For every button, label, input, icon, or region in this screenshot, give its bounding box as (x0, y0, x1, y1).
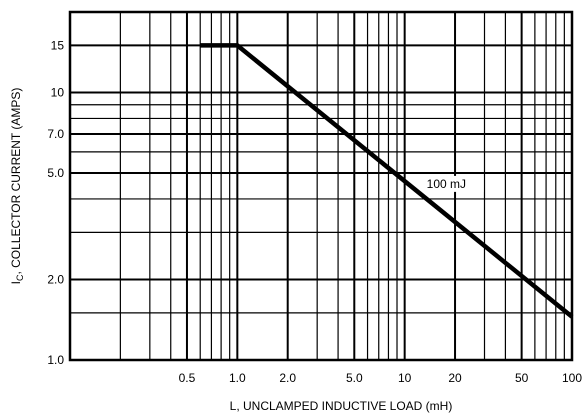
annotation-background (423, 175, 484, 192)
tick-labels: 0.5 1.0 2.0 5.0 10 20 50 100 1.0 2.0 5.0 7.0 10 15 (47, 38, 582, 385)
y-axis-title-main: I (9, 281, 23, 284)
x-tick-label: 100 (562, 371, 582, 385)
x-tick-label: 10 (398, 371, 412, 385)
x-tick-label: 1.0 (229, 371, 246, 385)
annotation-label: 100 mJ (427, 177, 466, 191)
y-axis-title-sub: C (15, 274, 25, 281)
series-line (200, 43, 574, 319)
x-tick-label: 0.5 (179, 371, 196, 385)
x-tick-label: 20 (448, 371, 462, 385)
x-tick-label: 5.0 (346, 371, 363, 385)
x-tick-label: 50 (515, 371, 529, 385)
y-tick-label: 10 (51, 86, 65, 100)
y-tick-label: 1.0 (47, 353, 64, 367)
x-tick-label: 2.0 (279, 371, 296, 385)
plot-frame (68, 10, 574, 362)
y-axis-title-rest: , COLLECTOR CURRENT (AMPS) (9, 88, 23, 275)
plot-area: 100 mJ (200, 43, 574, 319)
grid (68, 10, 574, 362)
y-tick-label: 15 (51, 38, 65, 52)
x-axis-title: L, UNCLAMPED INDUCTIVE LOAD (mH) (230, 399, 453, 413)
y-tick-label: 5.0 (47, 166, 64, 180)
y-axis-title: IC, COLLECTOR CURRENT (AMPS) (9, 88, 25, 285)
y-tick-label: 7.0 (47, 127, 64, 141)
y-tick-label: 2.0 (47, 272, 64, 286)
